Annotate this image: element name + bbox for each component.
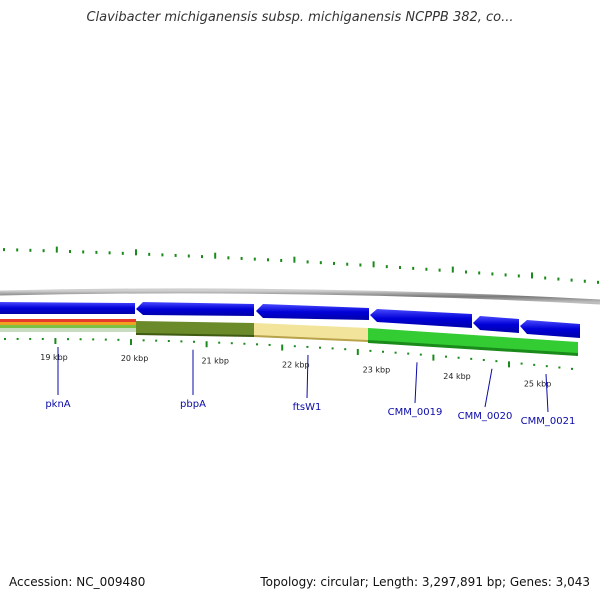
gene-label-cmm_0019[interactable]: CMM_0019 — [388, 407, 443, 418]
backbone-ring — [0, 288, 600, 305]
track-pale — [0, 328, 136, 332]
gene-label-ftsw1[interactable]: ftsW1 — [293, 402, 322, 413]
track-olive — [136, 321, 254, 336]
gene-labels: pknA pbpA ftsW1 CMM_0019 CMM_0020 CMM_0021 — [45, 347, 575, 427]
track-green-edge — [368, 340, 578, 356]
cds-arrow[interactable] — [370, 309, 472, 328]
track-green — [0, 325, 136, 328]
cds-arrow[interactable] — [473, 316, 519, 333]
accession-text: Accession: NC_009480 — [9, 575, 146, 589]
gene-label-pbpa[interactable]: pbpA — [180, 399, 206, 410]
track-red — [0, 319, 136, 322]
gene-leader-line — [484, 368, 493, 408]
track-orange — [0, 322, 136, 325]
kbp-label: 25 kbp — [524, 380, 552, 389]
gene-leader-line — [545, 374, 549, 413]
cds-track — [0, 302, 580, 338]
map-title: Clavibacter michiganensis subsp. michiga… — [86, 10, 514, 25]
topology-summary: Topology: circular; Length: 3,297,891 bp… — [260, 575, 590, 589]
track-green-bright — [368, 328, 578, 355]
gene-leader-line — [306, 354, 309, 399]
kbp-labels: 19 kbp 20 kbp 21 kbp 22 kbp 23 kbp 24 kbp 25 k… — [40, 353, 551, 388]
inner-ticks — [4, 337, 573, 370]
cds-arrow[interactable] — [256, 304, 369, 320]
feature-track — [0, 319, 578, 356]
gene-leader-line — [414, 362, 418, 404]
outer-ticks — [3, 246, 599, 284]
kbp-label: 23 kbp — [363, 365, 391, 374]
gene-label-pkna[interactable]: pknA — [45, 399, 70, 410]
gene-label-cmm_0021[interactable]: CMM_0021 — [521, 416, 576, 427]
track-olive-dark — [136, 333, 254, 337]
track-yellow-edge — [254, 335, 368, 342]
gene-label-cmm_0020[interactable]: CMM_0020 — [458, 411, 513, 422]
cds-arrow[interactable] — [0, 302, 135, 314]
kbp-label: 19 kbp — [40, 353, 68, 362]
kbp-label: 24 kbp — [443, 372, 471, 381]
kbp-label: 22 kbp — [282, 360, 310, 369]
cds-arrow[interactable] — [136, 302, 254, 316]
kbp-label: 20 kbp — [121, 354, 149, 363]
kbp-label: 21 kbp — [201, 357, 229, 366]
cds-arrow[interactable] — [520, 320, 580, 338]
